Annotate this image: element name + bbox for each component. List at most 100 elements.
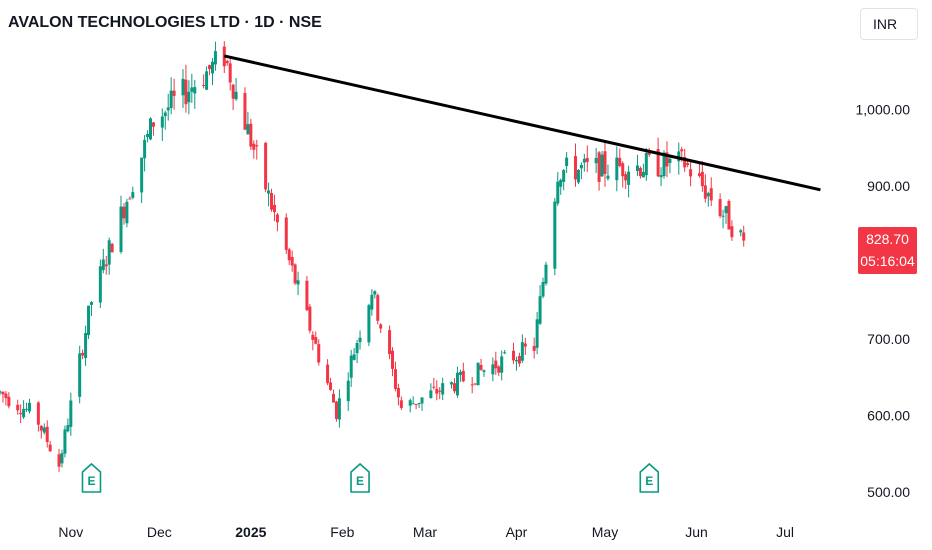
- candle: [559, 178, 563, 195]
- candle: [107, 237, 111, 275]
- x-tick-label: Mar: [413, 524, 437, 540]
- candle: [638, 166, 642, 179]
- candle: [243, 87, 247, 131]
- earnings-event-icon[interactable]: E: [350, 462, 370, 493]
- last-price: 828.70: [866, 231, 909, 247]
- candle: [689, 160, 693, 187]
- candle: [503, 350, 507, 355]
- candle: [600, 150, 604, 178]
- candle: [104, 255, 108, 275]
- candle: [181, 69, 185, 108]
- x-tick-label: Jul: [776, 524, 794, 540]
- candle: [399, 396, 403, 410]
- candle: [125, 198, 129, 228]
- candle: [349, 349, 353, 387]
- candle: [644, 148, 648, 181]
- candle: [408, 398, 412, 413]
- candle: [149, 117, 153, 141]
- candle: [742, 225, 746, 247]
- candle: [25, 402, 29, 413]
- candle: [597, 151, 601, 191]
- candle: [48, 440, 52, 452]
- candle: [703, 174, 707, 203]
- currency-selector[interactable]: INR: [860, 8, 918, 40]
- candle: [78, 345, 82, 404]
- candle: [39, 425, 43, 439]
- candle: [621, 161, 625, 188]
- earnings-event-icon[interactable]: E: [639, 462, 660, 493]
- candle: [89, 301, 93, 317]
- candle: [184, 64, 188, 113]
- candle: [290, 250, 294, 272]
- candle: [270, 188, 274, 212]
- candle: [4, 390, 8, 406]
- candle: [151, 121, 155, 136]
- candle: [594, 147, 598, 173]
- candle: [497, 365, 501, 376]
- candles-layer: [0, 41, 746, 472]
- candle: [264, 141, 268, 193]
- candle: [479, 358, 483, 372]
- candle: [346, 372, 350, 411]
- candle: [627, 165, 631, 198]
- candle: [452, 378, 456, 394]
- candle: [42, 423, 46, 435]
- candle: [721, 209, 725, 229]
- candle: [739, 229, 743, 237]
- candle: [210, 58, 214, 86]
- candle: [172, 78, 176, 110]
- candle: [441, 377, 445, 401]
- earnings-event-label: E: [356, 474, 364, 488]
- earnings-event-icon[interactable]: E: [81, 462, 102, 493]
- candle: [337, 389, 341, 428]
- candle: [308, 303, 312, 334]
- candle: [213, 41, 217, 71]
- candle: [553, 197, 557, 276]
- candle: [1, 391, 5, 403]
- candle: [355, 339, 359, 364]
- x-tick-label: Jun: [685, 524, 708, 540]
- candle: [727, 199, 731, 230]
- candle: [66, 418, 70, 433]
- candle: [314, 331, 318, 345]
- candle: [272, 194, 276, 222]
- trendline[interactable]: [223, 54, 821, 192]
- y-tick-label: 1,000.00: [856, 102, 911, 118]
- candle: [193, 79, 197, 109]
- candle: [538, 285, 542, 326]
- x-tick-label: 2025: [235, 524, 266, 540]
- candle: [84, 325, 88, 366]
- candle: [69, 392, 73, 436]
- candle: [326, 359, 330, 386]
- candle: [573, 143, 577, 187]
- candle: [565, 152, 569, 173]
- candle: [494, 351, 498, 375]
- candle: [482, 369, 486, 377]
- y-tick-label: 600.00: [867, 408, 910, 424]
- candle: [724, 205, 728, 224]
- candle: [16, 399, 20, 415]
- candle: [603, 142, 607, 187]
- candle: [532, 337, 536, 359]
- candle: [388, 325, 392, 360]
- candle: [166, 93, 170, 121]
- candle: [535, 311, 539, 355]
- earnings-event-label: E: [87, 474, 95, 488]
- candle: [718, 193, 722, 219]
- candle: [700, 161, 704, 192]
- candle: [63, 425, 67, 458]
- candle: [22, 400, 26, 419]
- candle: [615, 146, 619, 192]
- x-tick-label: May: [592, 524, 618, 540]
- candle: [143, 135, 147, 172]
- candle: [556, 172, 560, 206]
- candle: [160, 108, 164, 142]
- candle: [512, 342, 516, 364]
- candle: [618, 148, 622, 168]
- x-tick-label: Apr: [506, 524, 528, 540]
- candle: [231, 83, 235, 111]
- bar-countdown: 05:16:04: [860, 253, 915, 269]
- candle: [376, 293, 380, 325]
